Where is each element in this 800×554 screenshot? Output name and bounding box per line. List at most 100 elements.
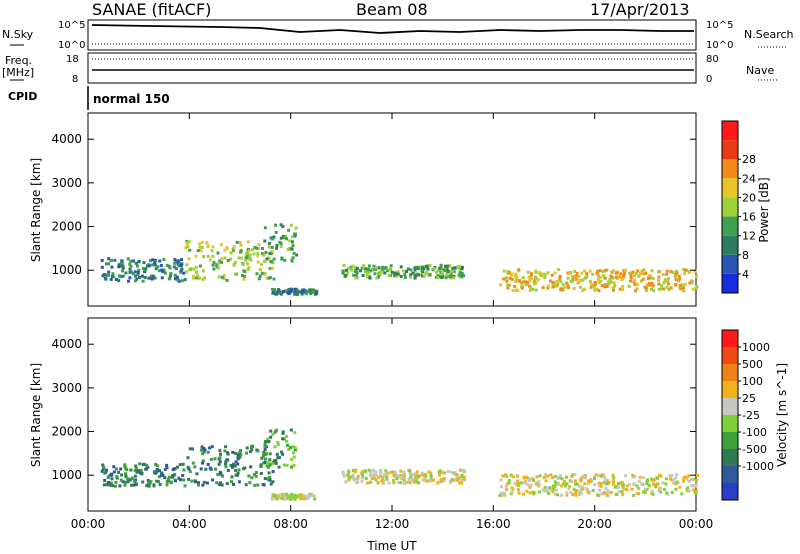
- heatmap-cell: [131, 272, 135, 276]
- heatmap-cell: [603, 276, 607, 280]
- heatmap-cell: [522, 475, 526, 479]
- heatmap-cell: [514, 278, 518, 282]
- heatmap-cell: [528, 289, 532, 292]
- heatmap-cell: [383, 474, 387, 478]
- heatmap-cell: [499, 478, 503, 482]
- heatmap-cell: [200, 445, 204, 449]
- heatmap-cell: [504, 484, 508, 488]
- heatmap-cell: [201, 483, 205, 487]
- heatmap-cell: [297, 493, 301, 497]
- heatmap-cell: [413, 266, 417, 270]
- heatmap-cell: [557, 268, 561, 272]
- heatmap-cell: [460, 473, 464, 477]
- heatmap-cell: [414, 478, 417, 482]
- heatmap-cell: [239, 452, 243, 456]
- heatmap-cell: [279, 223, 283, 227]
- heatmap-cell: [245, 451, 248, 455]
- heatmap-cell: [442, 479, 446, 482]
- heatmap-cell: [585, 272, 589, 276]
- heatmap-cell: [290, 247, 294, 251]
- heatmap-cell: [524, 283, 528, 287]
- heatmap-cell: [642, 476, 645, 480]
- heatmap-cell: [668, 477, 672, 481]
- heatmap-cell: [413, 268, 417, 272]
- heatmap-cell: [560, 484, 564, 488]
- colorbar-swatch: [722, 330, 738, 347]
- heatmap-cell: [606, 280, 610, 284]
- heatmap-cell: [574, 491, 578, 495]
- heatmap-cell: [565, 482, 569, 486]
- heatmap-cell: [583, 276, 587, 280]
- heatmap-cell: [202, 480, 206, 484]
- heatmap-cell: [449, 470, 453, 474]
- heatmap-cell: [558, 277, 562, 281]
- heatmap-cell: [179, 270, 183, 274]
- heatmap-cell: [273, 288, 277, 292]
- heatmap-cell: [557, 483, 560, 486]
- heatmap-cell: [389, 264, 393, 268]
- heatmap-cell: [661, 273, 665, 277]
- heatmap-cell: [613, 284, 617, 288]
- heatmap-cell: [403, 481, 407, 484]
- heatmap-cell: [206, 463, 210, 466]
- heatmap-cell: [251, 248, 255, 252]
- heatmap-cell: [124, 271, 128, 275]
- colorbar-swatch: [722, 140, 738, 160]
- heatmap-cell: [248, 253, 252, 257]
- heatmap-cell: [558, 476, 562, 480]
- heatmap-cell: [162, 258, 166, 262]
- heatmap-cell: [192, 267, 196, 271]
- heatmap-cell: [506, 283, 510, 287]
- heatmap-cell: [515, 275, 519, 279]
- heatmap-cell: [185, 241, 189, 245]
- colorbar-swatch: [722, 254, 738, 274]
- heatmap-cell: [657, 279, 661, 283]
- heatmap-cell: [247, 249, 251, 253]
- heatmap-cell: [354, 468, 358, 472]
- heatmap-cell: [177, 476, 181, 480]
- heatmap-cell: [268, 475, 272, 479]
- heatmap-cell: [646, 276, 650, 280]
- heatmap-cell: [286, 443, 289, 447]
- heatmap-cell: [652, 483, 656, 486]
- heatmap-cell: [522, 481, 526, 485]
- heatmap-cell: [381, 268, 385, 272]
- heatmap-cell: [693, 484, 697, 488]
- heatmap-cell: [440, 478, 444, 481]
- heatmap-cell: [195, 276, 199, 280]
- heatmap-cell: [201, 452, 205, 456]
- heatmap-cell: [351, 475, 355, 479]
- heatmap-cell: [360, 479, 364, 483]
- heatmap-cell: [559, 280, 563, 284]
- heatmap-cell: [127, 279, 130, 283]
- heatmap-cell: [190, 447, 194, 451]
- heatmap-cell: [237, 256, 241, 260]
- heatmap-cell: [128, 267, 132, 271]
- heatmap-cell: [593, 288, 597, 292]
- heatmap-cell: [374, 470, 378, 474]
- heatmap-cell: [568, 479, 572, 483]
- heatmap-cell: [434, 270, 438, 274]
- heatmap-cell: [379, 270, 383, 274]
- heatmap-cell: [682, 476, 686, 480]
- heatmap-cell: [579, 285, 583, 289]
- heatmap-cell: [620, 480, 624, 484]
- heatmap-cell: [206, 244, 210, 248]
- colorbar-tick-label: -500: [742, 443, 767, 456]
- heatmap-cell: [685, 489, 689, 493]
- heatmap-cell: [453, 266, 457, 270]
- heatmap-cell: [657, 282, 661, 286]
- heatmap-cell: [107, 270, 111, 274]
- heatmap-cell: [111, 484, 115, 488]
- heatmap-cell: [149, 274, 153, 278]
- heatmap-cell: [548, 279, 552, 283]
- heatmap-cell: [347, 473, 351, 477]
- heatmap-cell: [215, 481, 219, 485]
- heatmap-cell: [194, 265, 198, 269]
- heatmap-cell: [234, 260, 238, 264]
- heatmap-cell: [511, 288, 515, 292]
- heatmap-cell: [525, 482, 529, 486]
- heatmap-cell: [151, 274, 155, 278]
- heatmap-cell: [546, 284, 550, 288]
- heatmap-cell: [126, 257, 130, 261]
